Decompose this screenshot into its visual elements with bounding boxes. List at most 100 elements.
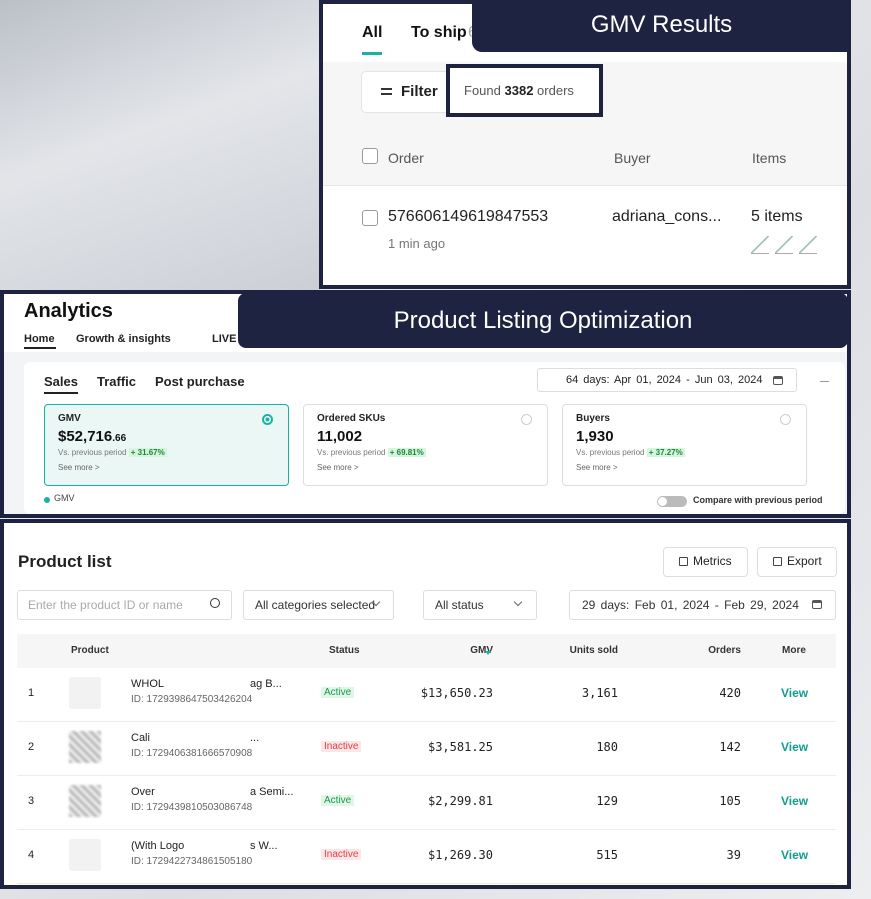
- item-count: 5 items: [751, 208, 803, 225]
- calendar-icon: [773, 376, 783, 385]
- metric-radio[interactable]: [262, 414, 273, 425]
- view-link[interactable]: View: [781, 740, 809, 754]
- product-name: Over: [131, 786, 155, 798]
- toolbar-button[interactable]: [757, 547, 837, 577]
- item-thumbnail: [775, 236, 793, 254]
- found-prefix: Found: [464, 83, 501, 98]
- toggle-label: Compare with previous period: [693, 495, 823, 505]
- row-rank: 1: [28, 687, 35, 699]
- column-header: Order: [388, 150, 424, 166]
- toggle-knob: [658, 497, 667, 506]
- row-rank: 2: [28, 741, 35, 753]
- gmv-value: $13,650.23: [420, 686, 493, 700]
- metric-card[interactable]: [562, 404, 807, 486]
- date-picker[interactable]: 64 days: Apr 01, 2024 - Jun 03, 2024: [537, 368, 797, 392]
- compare-toggle[interactable]: [657, 496, 687, 507]
- see-more-link[interactable]: See more >: [58, 463, 100, 472]
- overlay-label: Product Listing Optimization: [238, 293, 848, 348]
- tab-underline: [44, 392, 78, 394]
- change-badge: + 31.67%: [128, 448, 167, 457]
- status-badge: Inactive: [321, 849, 362, 860]
- found-suffix: orders: [537, 83, 574, 98]
- sales-tab[interactable]: Traffic: [97, 374, 137, 389]
- calendar-icon: [812, 600, 822, 609]
- change-badge: + 69.81%: [387, 448, 426, 457]
- metric-name: GMV: [58, 413, 81, 424]
- metric-card[interactable]: [303, 404, 548, 486]
- gmv-value: $3,581.25: [427, 740, 493, 754]
- order-tab[interactable]: To ship: [411, 24, 467, 41]
- active-tab-underline: [362, 52, 382, 55]
- order-time: 1 min ago: [388, 236, 446, 251]
- item-thumbnail: [751, 236, 769, 254]
- column-header: GMV: [470, 645, 493, 656]
- product-name-end: s W...: [250, 840, 278, 852]
- column-header: Units sold: [569, 645, 618, 656]
- sales-tab[interactable]: Sales: [44, 374, 78, 389]
- order-tab[interactable]: All: [362, 24, 383, 41]
- row-divider: [17, 883, 836, 884]
- nav-link[interactable]: Growth & insights: [76, 333, 171, 345]
- date-end: Jun 03, 2024: [694, 374, 763, 386]
- button-icon: [773, 557, 782, 566]
- view-link[interactable]: View: [781, 848, 809, 862]
- sales-tab[interactable]: Post purchase: [155, 374, 245, 389]
- product-id: ID: 1729406381666570908: [131, 748, 253, 759]
- status-select[interactable]: [423, 590, 537, 620]
- metric-value-decimals: .66: [112, 433, 127, 444]
- order-id[interactable]: 576606149619847553: [388, 208, 549, 225]
- checkbox[interactable]: [362, 210, 378, 226]
- filter-button[interactable]: [362, 72, 450, 112]
- legend-dot: [44, 497, 50, 503]
- column-header: More: [782, 645, 806, 656]
- date-days: 64 days:: [566, 374, 610, 386]
- column-header: Status: [329, 645, 360, 656]
- buyer-name: adriana_cons...: [612, 208, 722, 225]
- metric-radio[interactable]: [780, 414, 791, 425]
- product-thumbnail: [69, 677, 101, 709]
- search-input[interactable]: [17, 590, 232, 620]
- category-select[interactable]: [243, 590, 394, 620]
- status-label: All status: [435, 598, 484, 612]
- date-sep: -: [686, 374, 690, 386]
- toolbar-button[interactable]: [663, 547, 748, 577]
- product-thumbnail: [69, 839, 101, 871]
- metric-value: 11,002: [317, 428, 362, 445]
- metric-radio[interactable]: [521, 414, 532, 425]
- status-badge: Inactive: [321, 741, 362, 752]
- overlay-label: GMV Results: [472, 0, 851, 52]
- metric-value-main: $52,716: [58, 428, 113, 445]
- table-header: [17, 634, 836, 668]
- product-name: WHOL: [131, 678, 164, 690]
- metric-name: Buyers: [576, 413, 610, 424]
- change-badge: + 37.27%: [646, 448, 685, 457]
- product-name: Cali: [131, 732, 150, 744]
- row-divider: [17, 721, 836, 722]
- metric-compare: Vs. previous period + 31.67%: [58, 448, 167, 457]
- button-label: Metrics: [693, 554, 732, 568]
- see-more-link[interactable]: See more >: [576, 463, 618, 472]
- metric-compare: Vs. previous period + 37.27%: [576, 448, 685, 457]
- section-title: Product list: [18, 552, 112, 571]
- legend-label: GMV: [54, 493, 75, 503]
- row-divider: [17, 829, 836, 830]
- metric-name: Ordered SKUs: [317, 413, 386, 424]
- order-count: 39: [726, 848, 741, 862]
- metric-compare: Vs. previous period + 69.81%: [317, 448, 426, 457]
- nav-link[interactable]: Home: [24, 333, 55, 345]
- nav-underline: [24, 347, 56, 349]
- metric-card[interactable]: [44, 404, 289, 486]
- view-link[interactable]: View: [781, 794, 809, 808]
- order-count: 420: [719, 686, 741, 700]
- divider: [323, 185, 847, 186]
- gmv-value: $1,269.30: [427, 848, 493, 862]
- view-link[interactable]: View: [781, 686, 809, 700]
- column-header: Items: [752, 150, 787, 166]
- see-more-link[interactable]: See more >: [317, 463, 359, 472]
- status-badge: Active: [321, 795, 355, 806]
- date-picker[interactable]: 29 days: Feb 01, 2024 - Feb 29, 2024: [569, 590, 836, 620]
- checkbox[interactable]: [362, 148, 378, 164]
- date-end: Feb 29, 2024: [724, 598, 799, 612]
